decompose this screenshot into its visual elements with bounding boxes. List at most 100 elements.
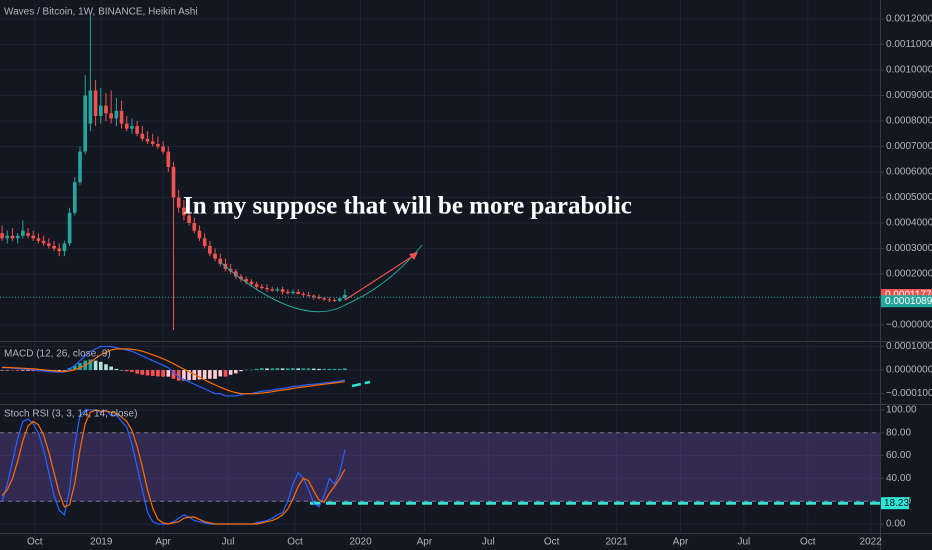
histogram-bar <box>78 363 82 371</box>
candle-body <box>249 281 254 285</box>
histogram-bar <box>21 370 25 371</box>
candle-body <box>239 276 243 280</box>
y-tick-label: 0.0011000 <box>886 39 932 50</box>
x-tick-label: 2020 <box>349 537 372 548</box>
histogram-bar <box>145 370 150 376</box>
price-label: 0.0001089 <box>885 296 932 307</box>
candle-body <box>182 207 186 216</box>
candle-body <box>15 235 20 239</box>
histogram-bar <box>93 360 98 371</box>
candle-body <box>156 143 160 147</box>
candle-body <box>311 295 316 297</box>
candle-body <box>202 238 207 246</box>
x-tick-label: 2022 <box>860 537 883 548</box>
candle-body <box>98 105 103 116</box>
series-line <box>2 348 346 395</box>
x-tick-label: Jul <box>222 537 235 548</box>
histogram-bar <box>10 370 15 371</box>
candle-body <box>208 245 212 254</box>
candle-body <box>10 235 15 239</box>
candle-body <box>260 286 264 289</box>
candle-body <box>47 243 51 246</box>
candle-body <box>93 90 98 116</box>
series-line <box>1 409 346 525</box>
candle-body <box>124 123 129 129</box>
histogram-bar <box>234 370 238 374</box>
histogram-bar <box>317 368 321 371</box>
histogram-bar <box>161 370 165 377</box>
candle-body <box>254 284 259 287</box>
candle-body <box>57 248 62 252</box>
y-tick-label: 0.0001000 <box>886 341 932 352</box>
x-tick-label: Oct <box>27 537 43 548</box>
histogram-bar <box>72 365 77 371</box>
histogram-bar <box>265 368 269 371</box>
x-tick-label: Oct <box>544 537 560 548</box>
histogram-bar <box>228 370 233 375</box>
histogram-bar <box>249 369 254 371</box>
candle-body <box>332 300 337 302</box>
candle-body <box>322 298 326 300</box>
candle-body <box>327 299 332 301</box>
y-tick-label: −0.0001000 <box>886 388 932 399</box>
histogram-bar <box>156 370 160 377</box>
candle-body <box>171 166 176 198</box>
candle-body <box>36 238 41 241</box>
pane-title: MACD (12, 26, close, 9) <box>4 349 111 360</box>
candle-body <box>192 223 197 231</box>
series-line <box>1 409 346 525</box>
price-label-box <box>881 295 932 308</box>
histogram-bar <box>104 364 108 371</box>
y-tick-label: 0.0010000 <box>886 65 932 76</box>
y-tick-label: 0.0007000 <box>886 141 932 152</box>
histogram-bar <box>306 368 311 371</box>
candle-body <box>104 105 108 114</box>
series-line <box>2 345 346 397</box>
histogram-bar <box>202 370 207 379</box>
candle-body <box>270 289 275 291</box>
candle-body <box>119 110 124 124</box>
histogram-bar <box>88 359 93 371</box>
candle-body <box>234 271 238 277</box>
y-tick-label: 0.0008000 <box>886 116 932 127</box>
candle-body <box>275 289 280 291</box>
candle-body <box>285 291 290 294</box>
plot-layer <box>0 0 880 533</box>
histogram-bar <box>244 369 249 371</box>
candle-body <box>31 235 36 239</box>
y-tick-label: 0.0002000 <box>886 269 932 280</box>
histogram-bar <box>26 370 30 371</box>
candle-body <box>83 95 88 152</box>
x-tick-label: Apr <box>673 537 689 548</box>
hline-label: 18.23 <box>884 498 909 509</box>
y-tick-label: 80.00 <box>886 427 911 438</box>
histogram-bar <box>5 370 10 371</box>
pane-title: Stoch RSI (3, 3, 14, 14, close) <box>4 409 137 420</box>
y-tick-label: 0.0009000 <box>886 90 932 101</box>
histogram-bar <box>0 370 4 371</box>
candle-body <box>150 141 155 144</box>
histogram-bar <box>62 370 67 371</box>
y-tick-label: 60.00 <box>886 450 911 461</box>
histogram-bar <box>311 368 316 371</box>
candle-body <box>166 151 171 167</box>
histogram-bar <box>140 370 145 375</box>
drawn-line <box>351 380 371 388</box>
y-tick-label: 40.00 <box>886 473 911 484</box>
histogram-bar <box>31 370 36 371</box>
drawn-arrow <box>344 253 417 301</box>
candle-body <box>67 212 72 244</box>
y-tick-label: 0.0003000 <box>886 243 932 254</box>
candle-body <box>114 110 119 119</box>
histogram-bar <box>270 368 275 371</box>
x-tick-label: Oct <box>287 537 303 548</box>
histogram-bar <box>176 370 181 381</box>
candle-body <box>291 291 295 294</box>
histogram-bar <box>171 370 176 379</box>
histogram-bar <box>135 370 139 374</box>
candle-body <box>21 230 25 236</box>
histogram-bar <box>239 370 243 372</box>
candle-body <box>145 138 150 142</box>
candle-body <box>161 146 165 152</box>
